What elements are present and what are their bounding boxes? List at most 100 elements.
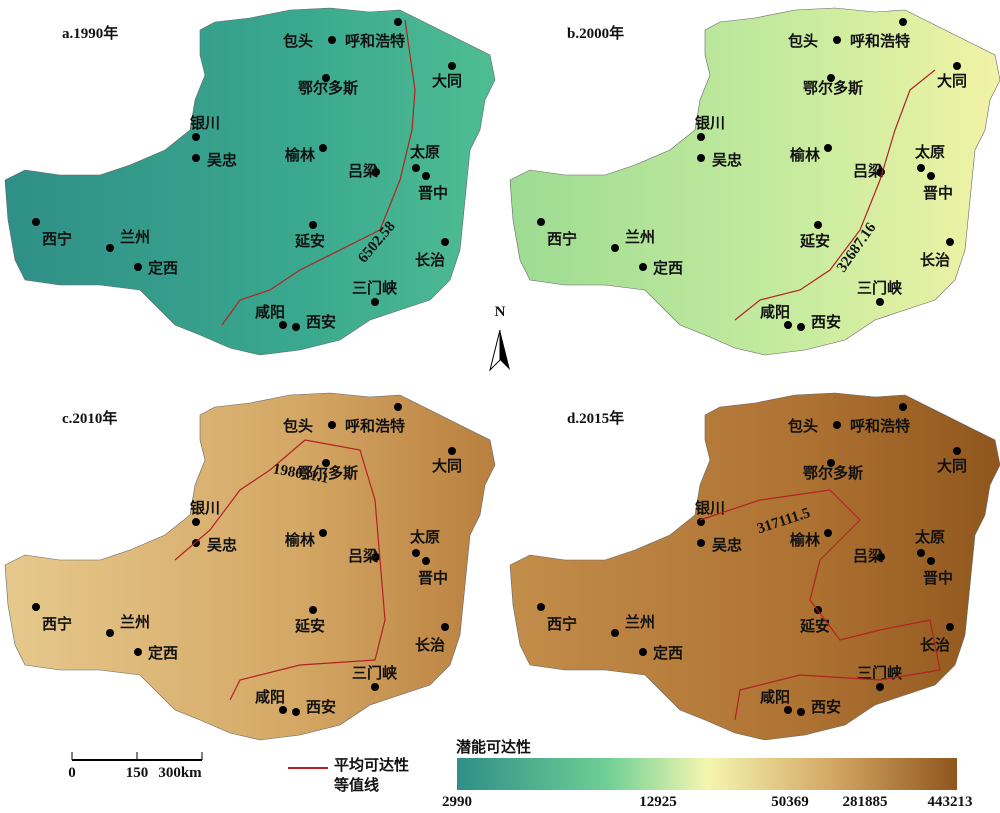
- city-label: 西安: [306, 698, 336, 716]
- city-label: 西宁: [547, 230, 577, 248]
- city-label: 包头: [283, 417, 313, 435]
- city-dot: [441, 238, 449, 246]
- city-label: 大同: [432, 72, 462, 90]
- region: [4, 392, 496, 741]
- city-label: 晋中: [418, 184, 448, 202]
- city-label: 西宁: [42, 615, 72, 633]
- city-dot: [441, 623, 449, 631]
- city-label: 榆林: [285, 531, 316, 549]
- city-label: 大同: [937, 457, 967, 475]
- city-label: 吕梁: [853, 162, 884, 180]
- city-dot: [917, 164, 925, 172]
- city-dot: [371, 683, 379, 691]
- city-dot: [319, 144, 327, 152]
- city-dot: [899, 18, 907, 26]
- contour-line: [699, 489, 941, 721]
- scale-tick: 150: [126, 765, 149, 781]
- region: [509, 392, 1000, 741]
- city-dot: [192, 133, 200, 141]
- city-label: 吴忠: [207, 151, 237, 169]
- city-dot: [833, 421, 841, 429]
- city-dot: [32, 218, 40, 226]
- city-dot: [953, 62, 961, 70]
- city-label: 晋中: [923, 184, 953, 202]
- city-label: 三门峡: [352, 664, 398, 682]
- city-dot: [412, 549, 420, 557]
- city-dot: [927, 172, 935, 180]
- panel-label: b.2000年: [567, 24, 624, 42]
- line-legend: 平均可达性 等值线: [288, 756, 409, 794]
- city-label: 延安: [799, 232, 830, 250]
- city-label: 兰州: [120, 228, 150, 246]
- city-dot: [192, 518, 200, 526]
- city-label: 鄂尔多斯: [298, 79, 358, 97]
- city-label: 兰州: [625, 613, 655, 631]
- city-dot: [192, 154, 200, 162]
- city-dot: [134, 263, 142, 271]
- city-label: 定西: [148, 644, 178, 662]
- colorbar-tick: 50369: [771, 794, 809, 808]
- city-label: 延安: [294, 232, 325, 250]
- city-label: 西宁: [547, 615, 577, 633]
- colorbar-title: 潜能可达性: [456, 738, 531, 756]
- city-dot: [394, 18, 402, 26]
- region: [4, 7, 496, 356]
- city-dot: [611, 629, 619, 637]
- city-dot: [814, 221, 822, 229]
- city-dot: [537, 218, 545, 226]
- city-label: 吕梁: [853, 547, 884, 565]
- city-label: 延安: [799, 617, 830, 635]
- city-label: 银川: [190, 114, 220, 132]
- city-label: 银川: [695, 114, 725, 132]
- contour-line: [734, 69, 936, 321]
- scale-bar: 0 150 300km: [68, 752, 203, 781]
- city-dot: [372, 553, 380, 561]
- city-dot: [448, 447, 456, 455]
- city-dot: [32, 603, 40, 611]
- city-label: 榆林: [790, 146, 821, 164]
- city-label: 包头: [283, 32, 313, 50]
- city-dot: [697, 154, 705, 162]
- city-dot: [328, 36, 336, 44]
- city-dot: [292, 323, 300, 331]
- city-dot: [824, 144, 832, 152]
- region: [509, 7, 1000, 356]
- north-label: N: [495, 304, 506, 320]
- city-label: 吕梁: [348, 547, 379, 565]
- city-dot: [279, 706, 287, 714]
- city-label: 长治: [415, 251, 445, 269]
- colorbar-tick: 12925: [639, 794, 677, 808]
- city-label: 榆林: [285, 146, 316, 164]
- city-label: 西安: [811, 313, 841, 331]
- city-dot: [946, 623, 954, 631]
- city-dot: [134, 648, 142, 656]
- city-dot: [697, 518, 705, 526]
- city-dot: [279, 321, 287, 329]
- city-label: 鄂尔多斯: [803, 79, 863, 97]
- city-label: 咸阳: [255, 303, 285, 321]
- city-dot: [953, 447, 961, 455]
- city-dot: [784, 706, 792, 714]
- city-label: 呼和浩特: [850, 417, 910, 435]
- city-dot: [824, 529, 832, 537]
- colorbar: 潜能可达性 2990 12925 50369 281885 443213: [442, 738, 973, 810]
- city-dot: [827, 74, 835, 82]
- city-dot: [309, 221, 317, 229]
- city-label: 兰州: [625, 228, 655, 246]
- line-legend-label: 平均可达性: [334, 756, 409, 774]
- city-label: 呼和浩特: [850, 32, 910, 50]
- city-dot: [322, 459, 330, 467]
- city-label: 太原: [410, 143, 440, 161]
- contour-line: [221, 19, 416, 326]
- city-label: 咸阳: [760, 303, 790, 321]
- city-label: 银川: [695, 499, 725, 517]
- city-label: 西宁: [42, 230, 72, 248]
- scale-tick: 0: [68, 765, 76, 781]
- city-dot: [876, 298, 884, 306]
- panel-label: d.2015年: [567, 409, 624, 427]
- city-label: 太原: [915, 143, 945, 161]
- city-label: 榆林: [790, 531, 821, 549]
